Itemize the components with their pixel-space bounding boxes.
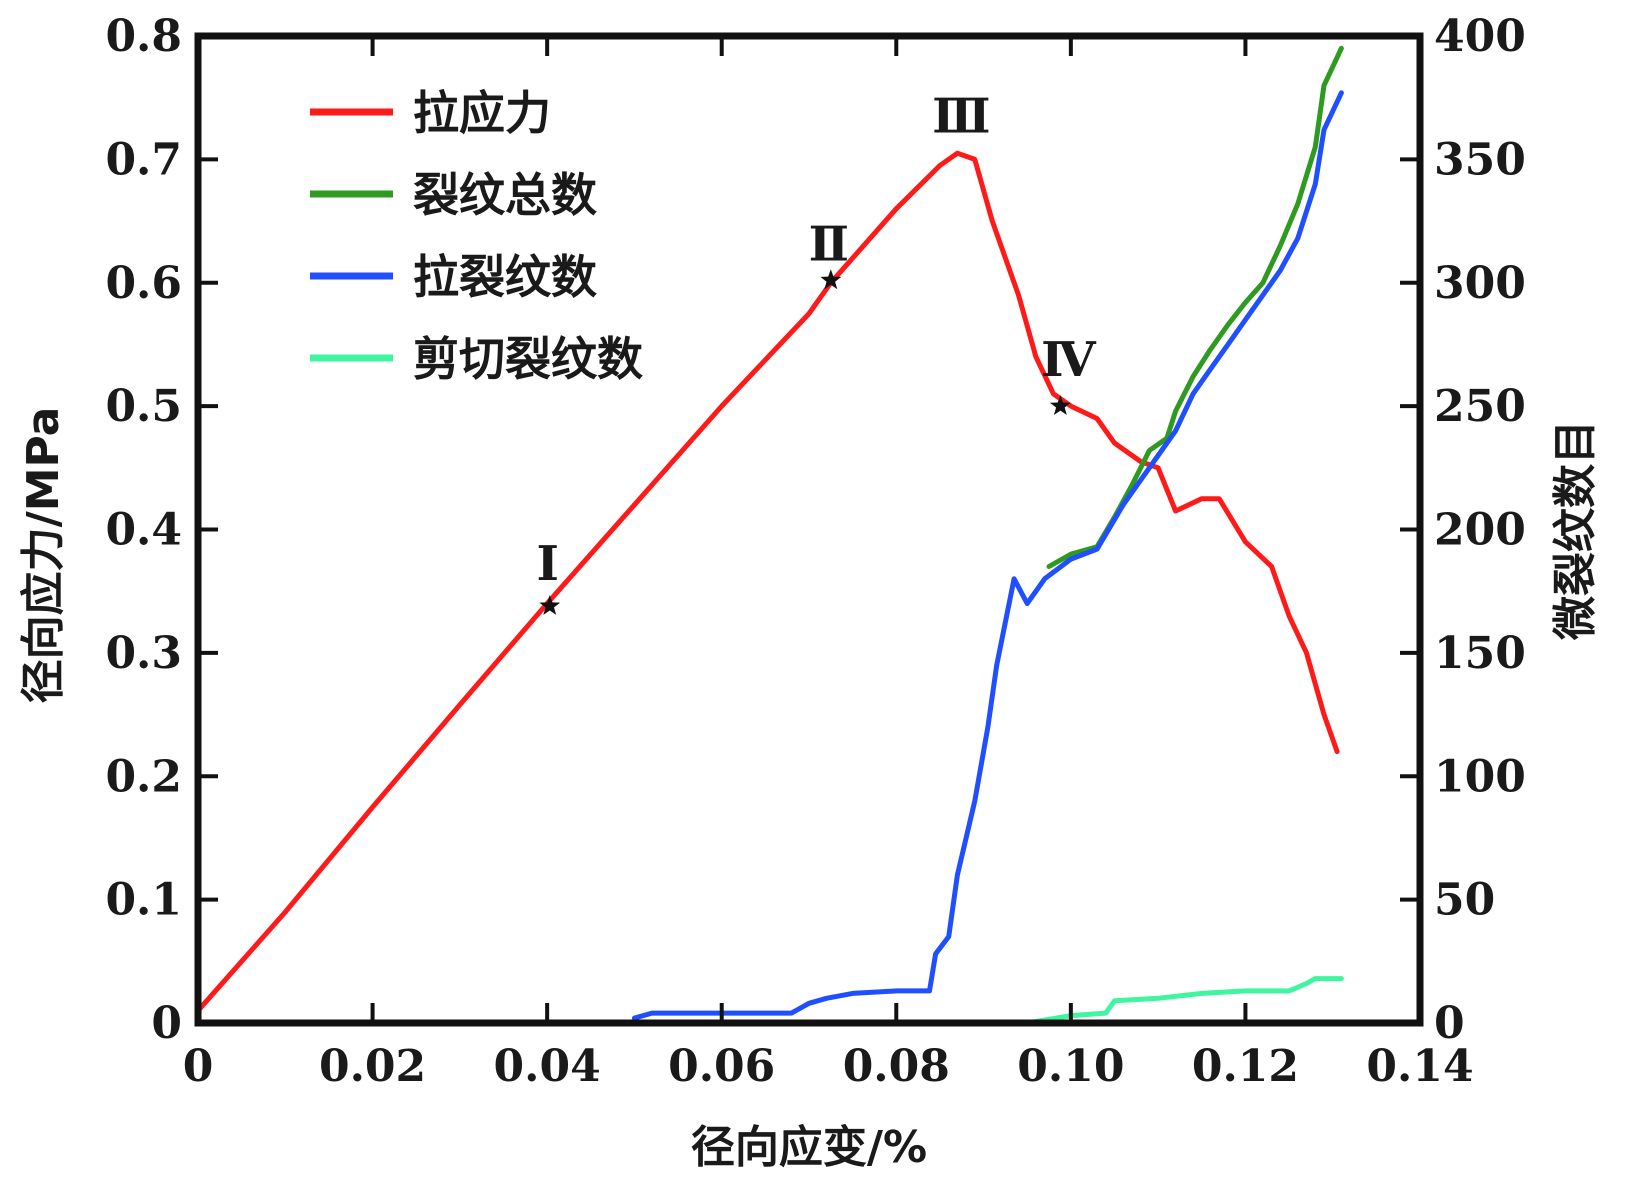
y-left-tick-label: 0.5: [105, 381, 182, 432]
y-left-tick-label: 0.4: [105, 505, 182, 556]
x-tick-label: 0.14: [1366, 1041, 1473, 1092]
y-left-tick-label: 0.8: [105, 11, 182, 62]
stage-marker-star: [539, 595, 561, 615]
legend-label: 拉裂纹数: [413, 250, 597, 304]
x-tick-label: 0: [183, 1041, 214, 1092]
y-right-tick-label: 250: [1434, 381, 1526, 432]
x-tick-label: 0.08: [843, 1041, 950, 1092]
legend-label: 拉应力: [413, 86, 551, 140]
plot-lines: [195, 45, 1344, 1026]
axis-ticks: [196, 34, 1422, 1025]
y-left-tick-label: 0.1: [105, 875, 182, 926]
legend-label: 剪切裂纹数: [413, 332, 643, 386]
x-tick-label: 0.12: [1192, 1041, 1299, 1092]
x-tick-label: 0.06: [668, 1041, 775, 1092]
axis-tick-labels: 0 0.02 0.04 0.06 0.08 0.10 0.12 0.1400.10.20.30…: [105, 11, 1525, 1092]
y-axis-left-title: 径向应力/MPa: [18, 407, 69, 704]
y-right-tick-label: 0: [1434, 998, 1465, 1049]
y-left-tick-label: 0.2: [105, 751, 182, 802]
x-axis-title: 径向应变/%: [691, 1122, 927, 1173]
series-line-1: [195, 150, 1340, 1014]
stage-marker-star: [1049, 395, 1071, 415]
stage-markers: Ⅰ Ⅱ Ⅲ Ⅳ: [537, 89, 1097, 615]
series-line-3: [631, 90, 1344, 1021]
y-left-tick-label: 0.6: [105, 258, 182, 309]
x-tick-label: 0.04: [494, 1041, 601, 1092]
stage-label: Ⅲ: [932, 89, 990, 145]
y-left-tick-label: 0: [151, 998, 182, 1049]
stage-marker-star: [820, 269, 842, 290]
stage-label: Ⅳ: [1041, 332, 1097, 388]
y-right-tick-label: 300: [1434, 258, 1526, 309]
y-left-tick-label: 0.3: [105, 628, 182, 679]
x-tick-label: 0.02: [319, 1041, 426, 1092]
y-axis-right-title: 微裂纹数目: [1550, 420, 1601, 641]
stage-label: Ⅰ: [537, 536, 559, 592]
y-left-tick-label: 0.7: [105, 134, 182, 185]
y-right-tick-label: 100: [1434, 751, 1526, 802]
y-right-tick-label: 350: [1434, 134, 1526, 185]
stage-label: Ⅱ: [809, 216, 849, 272]
y-right-tick-label: 150: [1434, 628, 1526, 679]
y-right-tick-label: 400: [1434, 11, 1526, 62]
y-right-tick-label: 50: [1434, 875, 1495, 926]
series-line-4: [1024, 976, 1344, 1026]
y-right-tick-label: 200: [1434, 505, 1526, 556]
x-tick-label: 0.10: [1017, 1041, 1124, 1092]
legend-label: 裂纹总数: [413, 168, 597, 222]
